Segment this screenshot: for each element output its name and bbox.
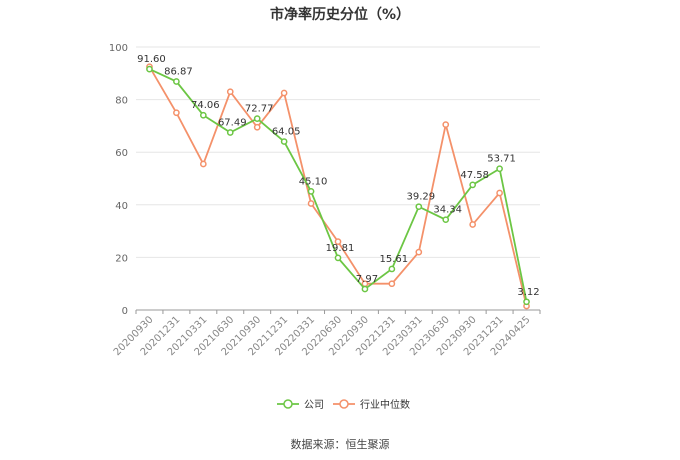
company-point bbox=[469, 181, 477, 189]
company-point bbox=[415, 203, 423, 211]
industry-median-point bbox=[253, 123, 261, 131]
legend-marker-industry-median bbox=[339, 399, 349, 409]
data-label: 67.49 bbox=[218, 118, 247, 129]
company-point bbox=[146, 65, 153, 73]
data-source-note: 数据来源：恒生聚源 bbox=[290, 438, 390, 451]
industry-median-point bbox=[199, 160, 207, 168]
industry-median-point bbox=[173, 109, 180, 117]
data-label: 86.87 bbox=[164, 67, 193, 78]
industry-median-point bbox=[442, 121, 450, 128]
y-tick-label: 0 bbox=[122, 306, 128, 317]
data-label: 53.71 bbox=[487, 154, 516, 165]
legend-label-company: 公司 bbox=[304, 400, 324, 411]
industry-median-point bbox=[415, 248, 423, 256]
company-point bbox=[388, 265, 396, 273]
y-tick-label: 40 bbox=[115, 201, 128, 212]
company-point bbox=[173, 78, 180, 85]
y-tick-label: 80 bbox=[115, 96, 128, 107]
company-point bbox=[361, 285, 369, 293]
industry-median-point bbox=[496, 189, 503, 197]
line-chart: 0204060801002020093020201231202103312021… bbox=[109, 43, 541, 411]
data-label: 3.12 bbox=[517, 287, 539, 298]
data-label: 47.58 bbox=[460, 170, 489, 181]
data-label: 72.77 bbox=[245, 104, 274, 115]
y-tick-label: 60 bbox=[115, 148, 128, 159]
industry-median-point bbox=[280, 89, 288, 97]
data-label: 91.60 bbox=[137, 54, 166, 65]
company-point bbox=[199, 111, 207, 119]
y-tick-label: 100 bbox=[109, 43, 128, 54]
data-label: 15.61 bbox=[380, 254, 409, 265]
company-point bbox=[334, 254, 342, 262]
data-label: 34.34 bbox=[433, 205, 462, 216]
legend-marker-company bbox=[283, 399, 293, 409]
data-label: 7.97 bbox=[356, 274, 378, 285]
industry-median-point bbox=[307, 200, 315, 207]
company-point bbox=[226, 129, 234, 136]
company-point bbox=[280, 138, 288, 145]
data-label: 39.29 bbox=[406, 192, 435, 203]
legend-label-industry-median: 行业中位数 bbox=[360, 398, 410, 411]
company-point bbox=[253, 115, 261, 122]
data-label: 74.06 bbox=[191, 100, 220, 111]
industry-median-point bbox=[334, 238, 342, 245]
company-point bbox=[442, 216, 450, 224]
company-point bbox=[496, 165, 503, 173]
chart-title: 市净率历史分位（%） bbox=[269, 7, 411, 23]
company-point bbox=[523, 298, 530, 306]
data-label: 64.05 bbox=[272, 127, 301, 138]
industry-median-point bbox=[469, 221, 477, 228]
y-tick-label: 20 bbox=[115, 253, 128, 264]
company-point bbox=[307, 188, 315, 195]
industry-median-point bbox=[388, 280, 396, 288]
data-label: 45.10 bbox=[299, 176, 328, 187]
industry-median-point bbox=[226, 88, 234, 96]
data-label: 19.81 bbox=[326, 243, 355, 254]
